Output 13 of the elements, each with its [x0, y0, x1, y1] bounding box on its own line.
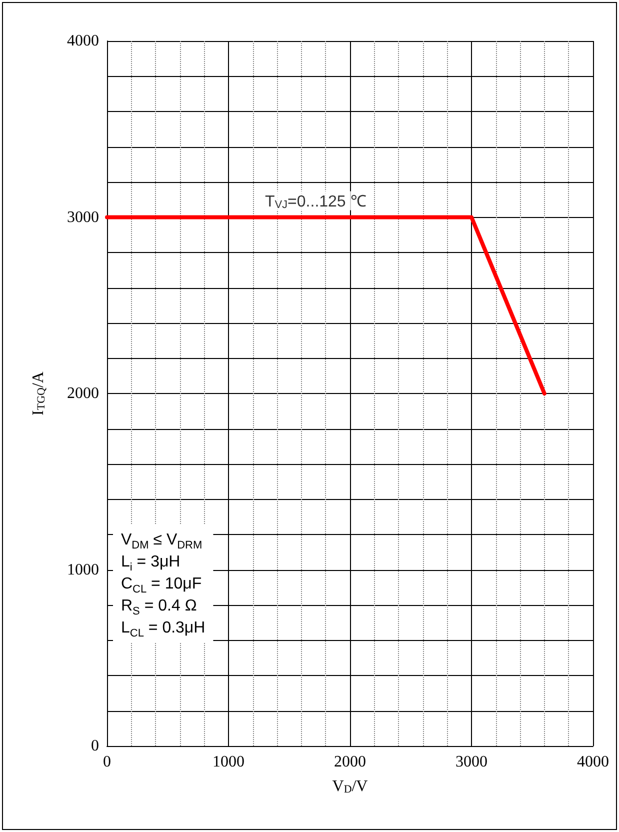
y-axis-title: ITGQ/A [30, 371, 48, 416]
annotation: TVJ=0...125 ℃ [264, 193, 366, 211]
y-tick-label: 0 [91, 738, 99, 754]
x-tick-label: 4000 [577, 754, 609, 770]
x-tick-label: 0 [103, 754, 111, 770]
x-axis-title: VD/V [332, 778, 368, 796]
x-tick-label: 3000 [456, 754, 488, 770]
x-tick-label: 2000 [334, 754, 366, 770]
x-tick-label: 1000 [212, 754, 244, 770]
y-tick-label: 1000 [67, 561, 99, 578]
y-tick-label: 3000 [67, 208, 99, 226]
y-tick-label: 4000 [67, 32, 99, 50]
y-tick-label: 2000 [67, 385, 99, 402]
